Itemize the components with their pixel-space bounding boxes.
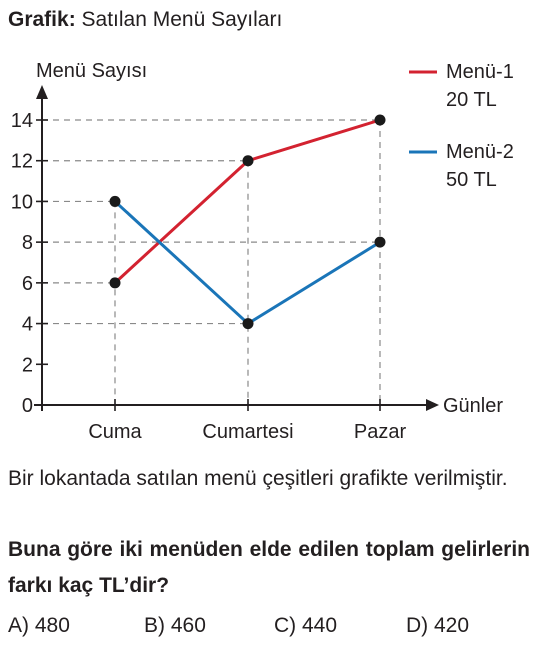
choice-a[interactable]: A) 480 (8, 614, 70, 637)
y-tick-label-2: 4 (22, 314, 33, 336)
y-tick-label-7: 14 (11, 110, 33, 132)
series-line-1 (113, 118, 381, 284)
y-tick-label-1: 2 (22, 354, 33, 376)
data-point-2-2 (242, 318, 254, 330)
y-axis-arrow (36, 85, 48, 99)
y-tick-label-0: 0 (22, 395, 33, 417)
y-axis-label: Menü Sayısı (36, 60, 147, 82)
data-point-1-3 (374, 114, 386, 126)
x-tick-label-0: Cuma (88, 421, 142, 443)
guide-lines (42, 119, 381, 405)
y-tick-label-4: 8 (22, 232, 33, 254)
y-tick-label-3: 6 (22, 273, 33, 295)
question-prompt: Buna göre iki menüden elde edilen toplam… (8, 538, 530, 597)
chart-title-prefix: Grafik: (8, 8, 76, 31)
x-tick-label-2: Pazar (354, 421, 407, 443)
x-axis-arrow (426, 399, 439, 411)
legend-name-1: Menü-1 (446, 61, 514, 83)
x-axis-label: Günler (443, 395, 503, 417)
choice-b[interactable]: B) 460 (144, 614, 206, 637)
legend-price-1: 20 TL (446, 89, 497, 111)
choice-d[interactable]: D) 420 (406, 614, 470, 637)
data-point-2-3 (374, 236, 386, 248)
line-chart: 0 2 4 6 8 10 12 14 Cuma Cumartesi Pazar Menü Sayısı… (11, 60, 514, 443)
chart-title: Grafik: Satılan Menü Sayıları (8, 8, 282, 32)
y-tick-label-5: 10 (11, 191, 33, 213)
legend-name-2: Menü-2 (446, 141, 514, 163)
x-tick-label-1: Cumartesi (202, 421, 293, 443)
data-points (109, 114, 386, 330)
data-point-1-2 (242, 155, 254, 167)
axes: 0 2 4 6 8 10 12 14 Cuma Cumartesi Pazar Menü Sayısı… (11, 60, 504, 443)
legend-price-2: 50 TL (446, 169, 497, 191)
data-point-1-1 (109, 277, 121, 289)
data-point-2-1 (109, 195, 121, 207)
y-tick-label-6: 12 (11, 151, 33, 173)
choice-c[interactable]: C) 440 (274, 614, 338, 637)
question-text: Bir lokantada satılan menü çeşitleri gra… (8, 467, 508, 490)
legend: Menü-1 20 TL Menü-2 50 TL (409, 61, 514, 191)
chart-title-text: Satılan Menü Sayıları (81, 8, 283, 31)
